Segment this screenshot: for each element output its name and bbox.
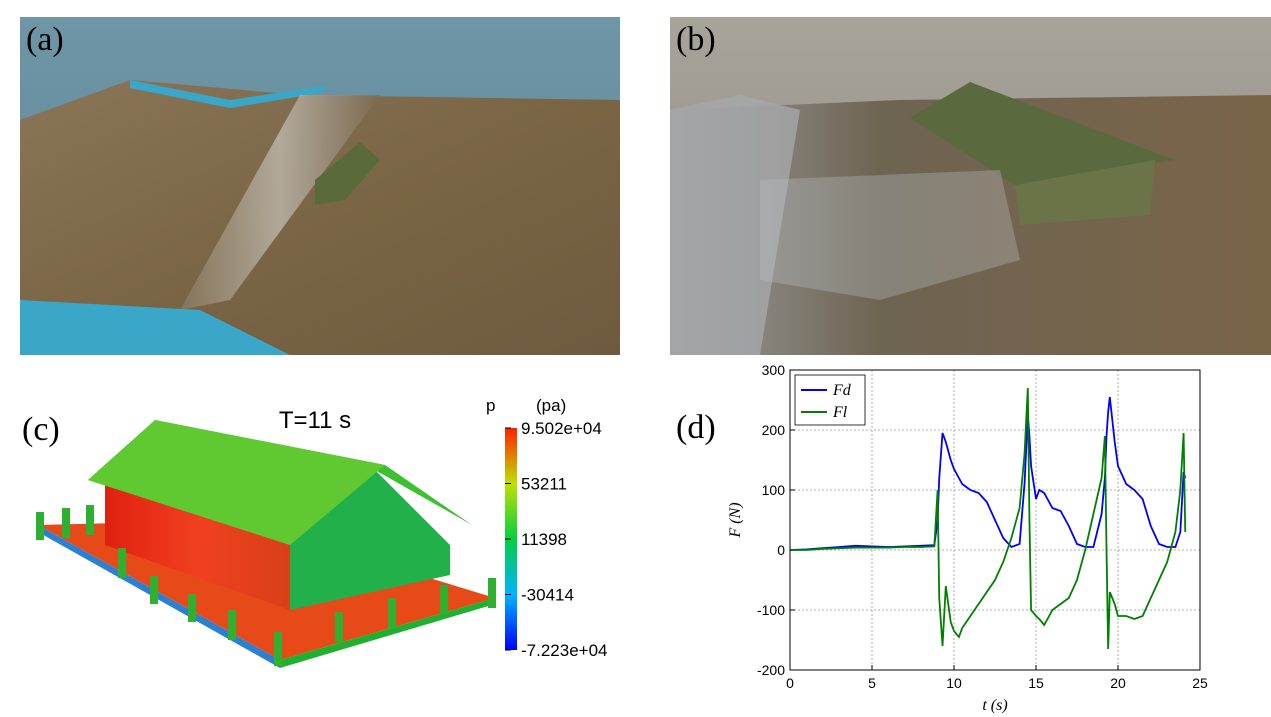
colorbar-name: p	[486, 396, 495, 415]
pressure-render	[36, 420, 496, 668]
render-a	[20, 17, 620, 355]
panel-title: T=11 s	[279, 407, 351, 434]
plot-frame	[789, 369, 1201, 671]
x-tick-label: 20	[1110, 675, 1126, 691]
panel-label: (d)	[676, 409, 716, 446]
panel-label: (a)	[26, 21, 64, 58]
legend-label: Fd	[832, 382, 852, 399]
line	[790, 387, 1187, 650]
y-tick-label: 0	[777, 542, 785, 558]
y-tick-label: -100	[757, 602, 785, 618]
colorbar-tick-label: 9.502e+04	[521, 419, 602, 438]
x-tick-label: 5	[868, 675, 876, 691]
x-axis-label: t (s)	[982, 697, 1007, 714]
x-tick-label: 0	[786, 675, 794, 691]
x-tick-label: 15	[1028, 675, 1044, 691]
render-b	[670, 17, 1271, 355]
y-tick-label: -200	[757, 662, 785, 678]
colorbar-tick-label: -7.223e+04	[521, 641, 608, 660]
y-tick-label: 300	[762, 362, 786, 378]
colorbar-tick-label: 53211	[521, 474, 567, 493]
panel-label: (b)	[676, 21, 716, 58]
colorbar-unit: (pa)	[536, 396, 566, 415]
legend-box	[794, 374, 866, 426]
y-axis-label: F (N)	[727, 502, 744, 538]
panel-label: (c)	[22, 411, 60, 448]
colorbar-tick-label: -30414	[521, 585, 574, 604]
legend-label: Fl	[832, 404, 848, 421]
x-tick-label: 10	[946, 675, 962, 691]
colorbar-tick-label: 11398	[521, 530, 567, 549]
x-tick-label: 25	[1192, 675, 1208, 691]
y-tick-label: 200	[762, 422, 786, 438]
y-tick-label: 100	[762, 482, 786, 498]
